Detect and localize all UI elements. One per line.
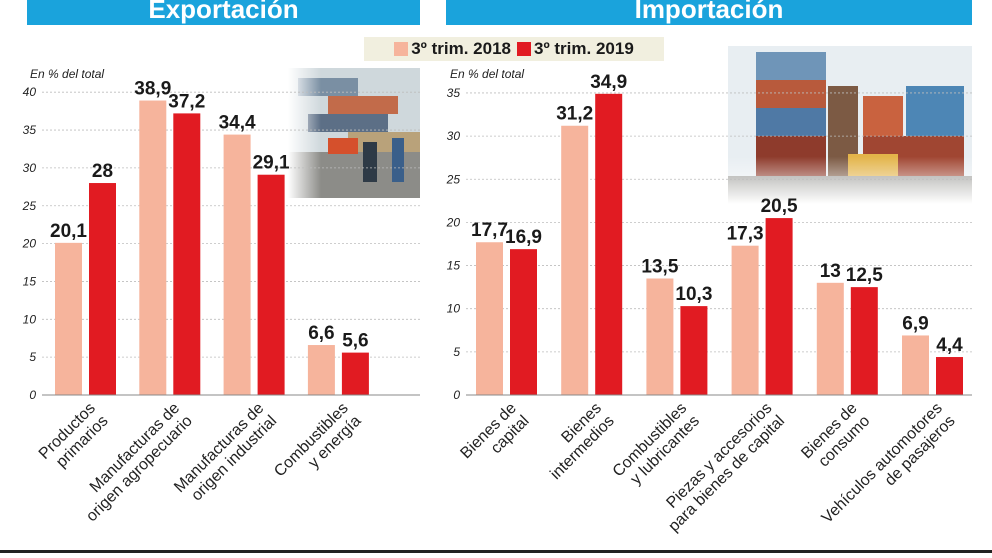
export-y-tick-label: 15 [23,274,37,288]
export-chart: En % del total 0 5 10 15 20 25 30 35 40 20,1 28 Prod… [22,67,420,525]
import-y-tick-label: 5 [453,345,460,359]
legend-item-2018: 3º trim. 2018 [394,39,511,59]
import-category-label: Bienes deconsumo [798,400,873,475]
legend-swatch-2018 [394,42,409,56]
legend-swatch-2019 [517,42,531,56]
export-category-label: Combustiblesy energía [271,400,364,493]
legend-item-2019: 3º trim. 2019 [517,39,634,59]
export-bar-2019 [173,113,201,395]
import-y-tick-label: 35 [447,86,461,100]
import-bar-2019 [510,249,537,395]
export-y-tick-label: 0 [29,388,36,402]
legend: 3º trim. 2018 3º trim. 2019 [364,37,664,61]
export-bar-2018 [307,345,335,395]
import-chart: En % del total 0 5 10 15 20 25 30 35 17,716,9 Bien… [446,67,972,535]
import-y-tick-label: 15 [447,259,461,273]
import-bar-2018 [561,125,589,395]
import-y-tick-label: 10 [447,302,461,316]
import-bar-2018 [646,278,674,395]
export-bar-2018 [223,134,251,396]
export-y-tick-label: 10 [23,312,37,326]
export-y-tick-label: 35 [23,123,37,137]
port-photo-left [288,68,420,198]
export-data-label: 5,6 [342,331,368,352]
export-y-tick-label: 20 [22,237,37,251]
export-data-label: 28 [92,161,113,182]
import-data-label: 4,4 [936,335,963,356]
import-y-tick-label: 30 [447,129,461,143]
import-bar-2018 [476,242,503,395]
export-y-tick-label: 25 [22,199,37,213]
import-data-label: 34,9 [590,72,627,93]
export-y-tick-label: 40 [23,85,37,99]
legend-label-2018: 3º trim. 2018 [411,39,511,58]
import-bar-2019 [765,218,793,395]
import-bar-2018 [902,335,929,395]
import-bar-2019 [936,357,963,395]
import-category-label: Bienes decapital [457,400,532,475]
export-bar-2018 [55,242,82,395]
export-data-label: 38,9 [134,79,171,100]
export-category-label: Manufacturas deorigen industrial [171,400,280,509]
export-banner: Exportación [27,0,420,25]
export-category-label: Productosprimarios [36,400,112,476]
import-data-label: 20,5 [761,196,798,217]
import-y-tick-label: 0 [453,388,460,402]
export-data-label: 34,4 [219,113,256,134]
export-y-tick-label: 30 [23,161,37,175]
import-y-tick-label: 20 [446,215,461,229]
import-data-label: 17,3 [727,224,764,245]
export-data-label: 37,2 [168,91,205,112]
import-data-label: 13,5 [641,256,678,277]
legend-label-2019: 3º trim. 2019 [534,39,634,58]
import-y-axis-label: En % del total [450,67,524,81]
export-y-axis-label: En % del total [30,67,104,81]
import-bar-2019 [595,93,623,396]
export-bar-2019 [257,174,285,395]
import-data-label: 12,5 [846,265,883,286]
import-bar-2018 [816,282,844,395]
import-data-label: 10,3 [675,284,712,305]
container-photo-right [728,46,972,204]
export-data-label: 6,6 [308,323,334,344]
import-banner: Importación [446,0,972,25]
import-bar-2019 [680,306,708,395]
import-data-label: 17,7 [471,220,508,241]
export-data-label: 29,1 [253,153,290,174]
import-data-label: 6,9 [902,313,928,334]
import-bar-2019 [850,287,878,395]
import-bar-2018 [731,245,759,395]
import-data-label: 13 [820,261,841,282]
export-bar-2019 [341,352,369,395]
import-y-tick-label: 25 [446,172,461,186]
import-category-label: Bienesintermedios [535,400,618,483]
import-data-label: 31,2 [556,104,593,125]
export-y-tick-label: 5 [29,350,36,364]
export-data-label: 20,1 [50,221,87,242]
export-bar-2018 [139,100,167,395]
bottom-rule [0,550,992,553]
export-bar-2019 [89,183,116,395]
import-data-label: 16,9 [505,227,542,248]
